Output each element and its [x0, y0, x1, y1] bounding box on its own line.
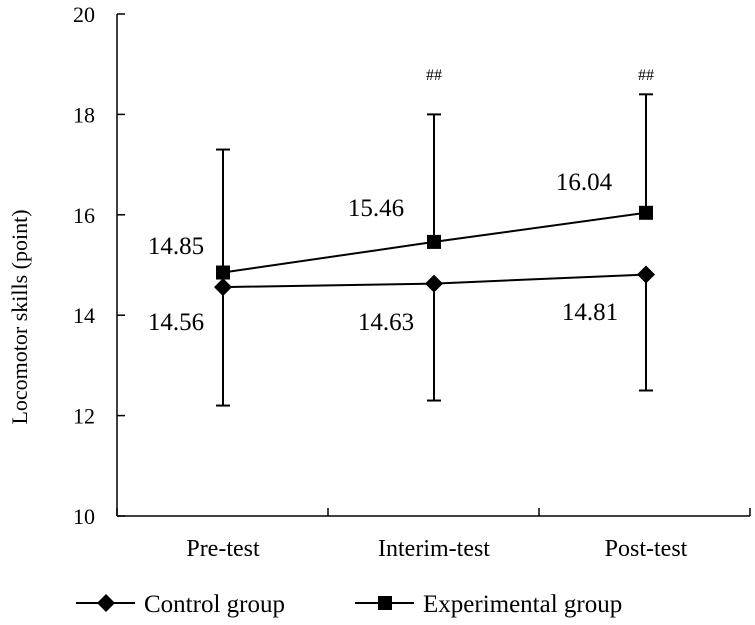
data-label-control: 14.63 — [358, 309, 414, 336]
legend-label: Control group — [144, 591, 285, 618]
data-label-control: 14.56 — [148, 309, 204, 336]
data-label-control: 14.81 — [562, 299, 618, 326]
y-tick-label: 10 — [73, 504, 95, 529]
data-point-control — [214, 278, 232, 297]
x-tick-label: Interim-test — [378, 536, 490, 562]
y-tick-label: 12 — [73, 404, 95, 429]
legend: Control group Experimental group — [76, 591, 622, 618]
legend-marker-experimental — [378, 596, 392, 610]
data-point-control — [637, 265, 655, 284]
y-tick-label: 20 — [73, 2, 95, 27]
x-tick-label: Pre-test — [186, 536, 260, 562]
significance-marker: ## — [638, 67, 654, 84]
data-label-experimental: 15.46 — [348, 195, 404, 222]
legend-label: Experimental group — [423, 591, 622, 618]
y-tick-label: 16 — [73, 203, 95, 228]
data-point-experimental — [639, 205, 653, 220]
legend-marker-control — [97, 594, 115, 612]
y-axis-title: Locomotor skills (point) — [7, 209, 32, 424]
error-bars — [216, 93, 653, 407]
y-tick-label: 18 — [73, 102, 95, 127]
data-point-experimental — [216, 265, 230, 280]
axes: 10 12 14 16 18 20 Pre-test Interim-test Post-tes… — [73, 2, 751, 562]
significance-marker: ## — [426, 67, 442, 84]
data-point-control — [425, 274, 443, 293]
series-markers — [214, 205, 655, 297]
y-tick-label: 14 — [73, 303, 95, 328]
x-tick-label: Post-test — [605, 536, 688, 562]
data-label-experimental: 14.85 — [148, 233, 204, 260]
data-label-experimental: 16.04 — [556, 169, 613, 196]
data-labels: 14.56 14.63 14.81 14.85 15.46 16.04 ## ## — [148, 67, 654, 336]
data-point-experimental — [427, 234, 441, 249]
